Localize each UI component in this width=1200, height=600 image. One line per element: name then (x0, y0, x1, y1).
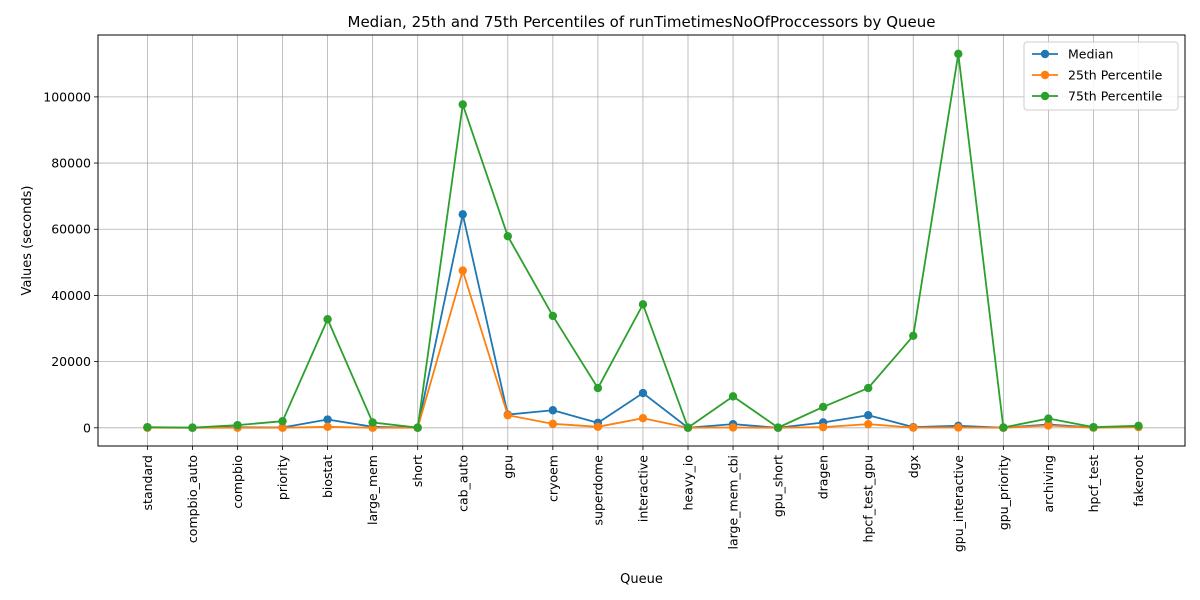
data-point (548, 419, 558, 429)
x-tick-label: archiving (1041, 455, 1056, 513)
data-point (1044, 421, 1053, 430)
x-tick-label: dragen (816, 455, 831, 499)
x-tick-label: large_mem (365, 455, 380, 525)
series-75th-percentile (143, 49, 1143, 432)
data-point (864, 419, 873, 429)
data-point (683, 423, 693, 432)
x-tick-label: heavy_io (681, 455, 696, 510)
legend-label: 25th Percentile (1068, 68, 1163, 83)
data-point (638, 300, 648, 309)
data-point (548, 311, 558, 321)
x-tick-label: gpu_short (771, 455, 786, 517)
data-point (818, 402, 828, 412)
plot-area-frame (97, 34, 1186, 447)
data-point (233, 420, 242, 430)
y-tick-label: 100000 (43, 89, 91, 104)
x-tick-label: short (410, 455, 425, 487)
y-tick-label: 0 (83, 420, 91, 435)
data-point (638, 414, 648, 423)
y-tick-label: 20000 (51, 354, 91, 369)
data-point (413, 423, 422, 432)
data-point (503, 411, 512, 420)
y-axis-title: Values (seconds) (20, 186, 35, 296)
legend-box (1023, 41, 1179, 111)
x-tick-label: dgx (906, 455, 921, 478)
data-point (1134, 421, 1143, 431)
data-point (954, 49, 963, 59)
x-tick-label: standard (140, 455, 155, 510)
legend-marker (1040, 70, 1050, 80)
x-tick-label: large_mem_cbi (726, 455, 741, 550)
data-point (458, 266, 467, 275)
y-tick-label: 60000 (51, 222, 91, 237)
legend-marker (1040, 49, 1050, 59)
data-point (458, 100, 467, 109)
x-tick-label: compbio (230, 455, 245, 509)
data-point (1089, 422, 1098, 432)
data-point (864, 383, 873, 393)
y-axis: 0 20000 40000 60000 80000 100000 (43, 89, 98, 435)
data-point (909, 423, 918, 432)
data-point (323, 415, 332, 424)
data-point (593, 422, 603, 432)
data-point (143, 422, 152, 432)
x-tick-label: hpcf_test (1086, 455, 1101, 512)
data-point (593, 383, 603, 393)
data-point (548, 406, 558, 415)
x-axis: standard compbio_auto compbio priority biost… (140, 446, 1146, 552)
data-point (864, 411, 873, 420)
data-point (728, 392, 738, 401)
x-tick-label: gpu_priority (996, 454, 1011, 530)
x-tick-label: interactive (635, 455, 650, 522)
data-point (638, 388, 648, 398)
grid-lines (98, 35, 1185, 446)
data-point (278, 416, 287, 426)
legend: Median 25th Percentile 75th Percentile (1023, 41, 1179, 111)
data-point (368, 418, 377, 427)
data-point (728, 423, 738, 432)
x-tick-label: superdome (590, 455, 605, 526)
chart-title: Median, 25th and 75th Percentiles of run… (348, 13, 936, 31)
y-tick-label: 80000 (51, 156, 91, 171)
data-point (909, 331, 918, 341)
x-tick-label: hpcf_test_gpu (861, 455, 876, 542)
data-point (999, 423, 1008, 432)
x-axis-title: Queue (620, 572, 663, 587)
y-tick-label: 40000 (51, 288, 91, 303)
data-point (503, 231, 512, 241)
data-point (188, 423, 197, 432)
data-point (278, 423, 287, 432)
x-tick-label: fakeroot (1131, 455, 1146, 507)
data-point (818, 422, 828, 432)
x-tick-label: gpu (500, 455, 515, 479)
x-tick-label: cab_auto (455, 455, 470, 512)
x-tick-label: priority (275, 454, 290, 500)
series-layer (143, 49, 1143, 432)
legend-label: Median (1068, 47, 1113, 62)
x-tick-label: compbio_auto (185, 455, 200, 543)
data-point (1044, 414, 1053, 423)
x-tick-label: gpu_interactive (951, 455, 966, 552)
data-point (323, 315, 332, 324)
data-point (458, 210, 467, 219)
data-point (954, 423, 963, 432)
x-tick-label: biostat (320, 455, 335, 498)
legend-marker (1040, 91, 1050, 101)
data-point (323, 422, 332, 432)
x-tick-label: cryoem (545, 455, 560, 502)
legend-label: 75th Percentile (1068, 89, 1163, 104)
data-point (773, 423, 783, 432)
